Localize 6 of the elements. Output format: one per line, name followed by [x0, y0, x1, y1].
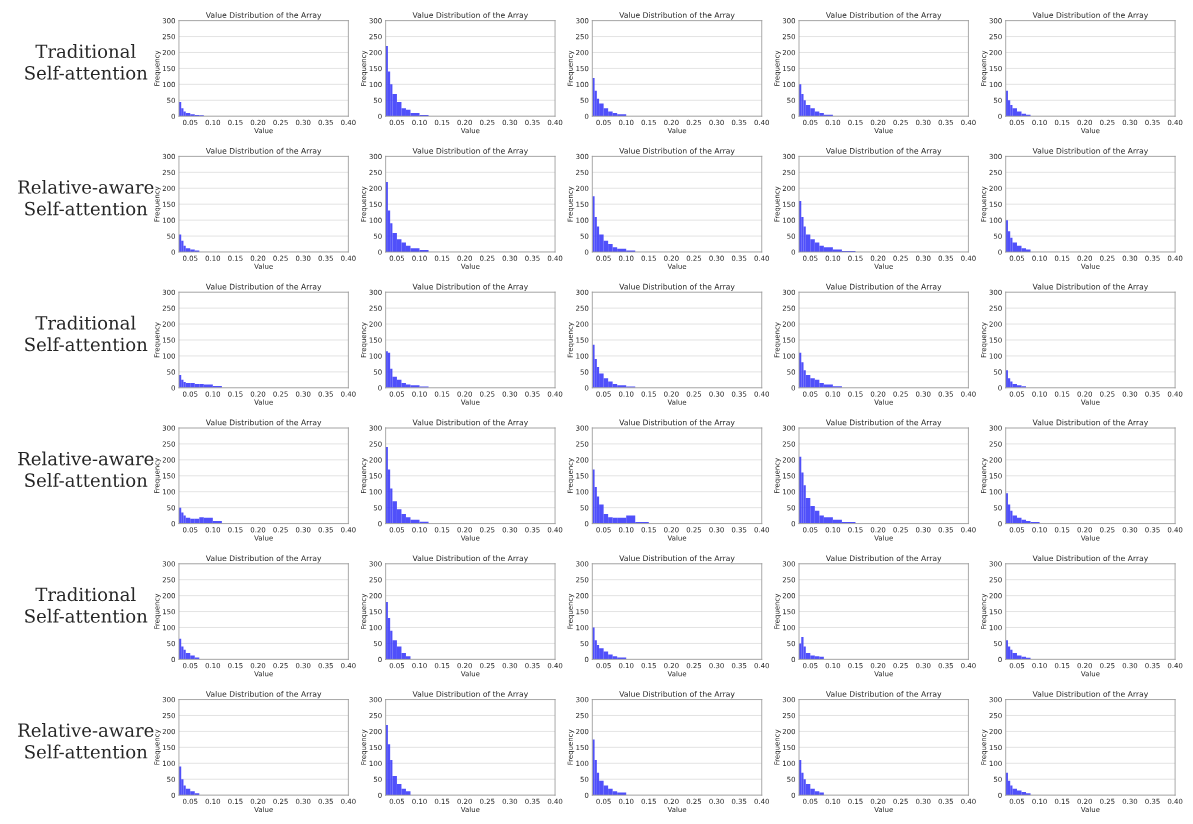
text: Traditional Self-attention — [25, 587, 148, 623]
text: Traditional Self-attention — [25, 315, 148, 352]
text: Relative-aware Self-attention — [18, 451, 154, 488]
text: Relative-aware Self-attention — [18, 723, 154, 759]
text: Relative-aware Self-attention — [18, 179, 154, 216]
text: Traditional Self-attention — [25, 44, 148, 80]
